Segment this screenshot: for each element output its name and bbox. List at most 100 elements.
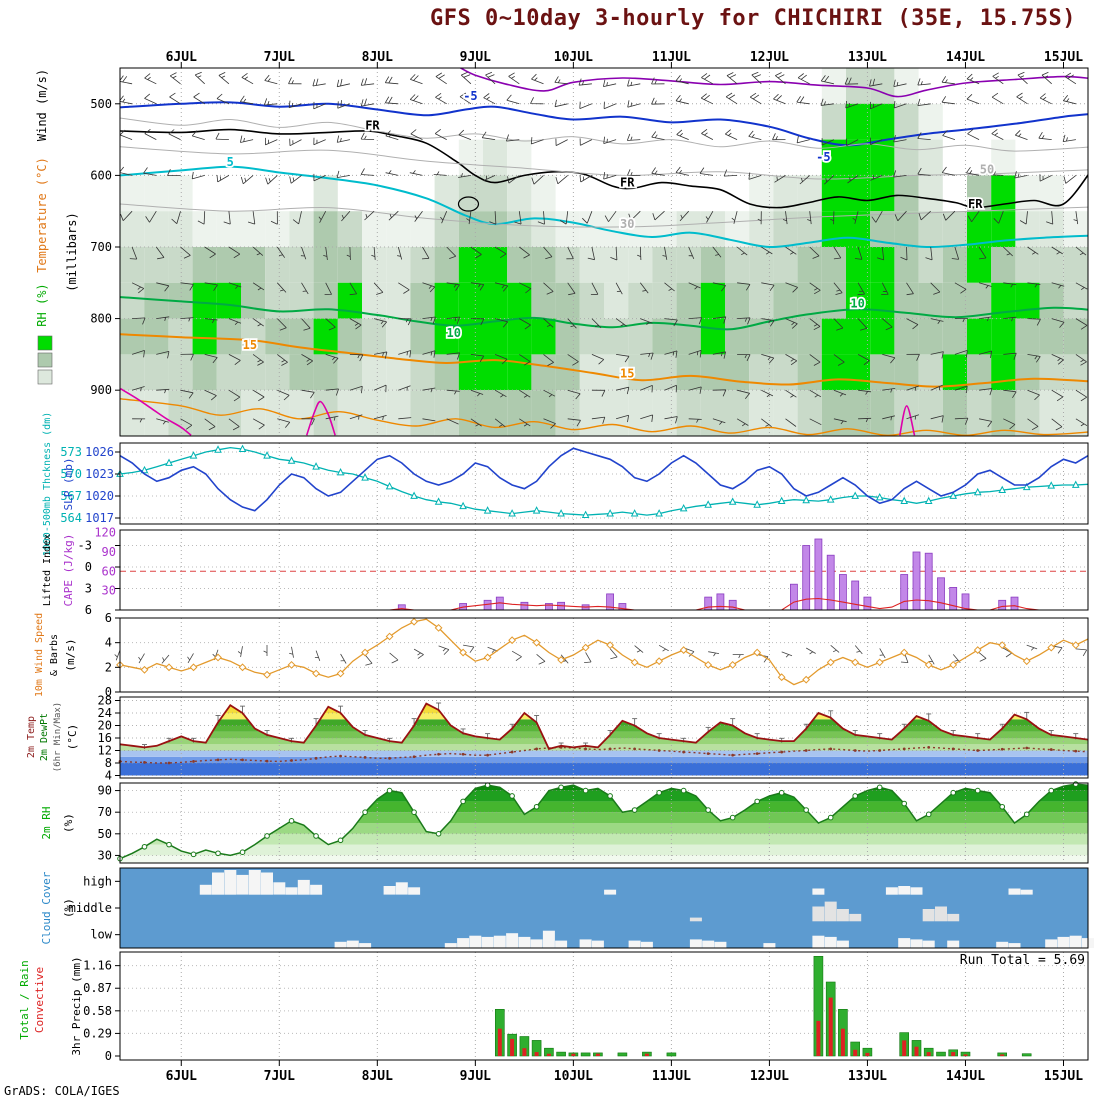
pressure-tick-label: 900 <box>90 383 112 397</box>
day-label-top: 9JUL <box>460 50 491 65</box>
wind-barb <box>458 173 471 178</box>
rh-cell <box>918 354 943 391</box>
wind-speed-marker <box>410 617 418 626</box>
wind-barb <box>725 92 738 105</box>
wind-barb <box>191 171 205 180</box>
side-label: Convective <box>33 967 46 1033</box>
contour-label: FR <box>968 197 983 211</box>
rh-cell <box>483 139 508 176</box>
cloud-row-label: high <box>83 874 112 888</box>
wind-barb <box>1027 246 1039 255</box>
wind-barb <box>385 170 399 176</box>
wind-barb <box>1027 418 1039 431</box>
wind-barb <box>785 389 797 398</box>
temp-10 <box>120 296 1088 331</box>
rh-cell <box>192 318 217 355</box>
rh-marker <box>215 850 221 857</box>
rh-cell <box>942 282 967 319</box>
wind-barb <box>114 649 121 661</box>
side-label: Total / Rain <box>18 960 31 1039</box>
temp-tick-label: 4 <box>105 769 112 783</box>
wind-barb <box>325 354 339 364</box>
rh-cell <box>918 139 943 176</box>
dewpoint-marker <box>167 761 171 765</box>
wind-barb <box>847 175 859 184</box>
wind-barb <box>288 100 302 109</box>
wind-barb <box>785 282 798 293</box>
wind-barb <box>289 138 302 147</box>
wind-barb <box>422 316 436 324</box>
wind-barb <box>774 175 786 183</box>
rh-cell <box>410 282 435 319</box>
cloud-bar-low <box>457 938 470 948</box>
thickness-marker <box>704 500 712 508</box>
rh-cell <box>434 354 459 391</box>
temp-tick-label: 12 <box>98 744 112 758</box>
wind-barb <box>857 282 865 296</box>
rh-cell <box>846 318 871 355</box>
rh-cell <box>168 211 193 247</box>
rh-marker <box>411 809 417 815</box>
wind-speed-marker <box>361 648 369 657</box>
wind-barb <box>967 129 980 140</box>
cape-bar <box>1010 596 1019 611</box>
wind-barb <box>833 246 842 260</box>
rh-cell <box>700 282 725 319</box>
rh-cell <box>870 390 895 436</box>
wind-barb <box>1014 171 1028 179</box>
wind-barb <box>1062 94 1076 105</box>
wind-barb <box>180 246 191 259</box>
wind-barb <box>809 389 822 398</box>
day-label-bottom: 14JUL <box>946 1069 985 1084</box>
wind-barb <box>845 100 859 109</box>
rh-marker <box>460 798 466 805</box>
rh-tick-label: 50 <box>98 827 112 841</box>
panel-2m-rh: 90 70 50 30 <box>98 781 1089 864</box>
thickness-tick-label: 564 <box>60 511 82 525</box>
wind-barb <box>616 354 630 363</box>
rh-cell <box>652 282 677 319</box>
magenta-spike-1 <box>305 400 336 436</box>
rh-cell <box>1063 354 1088 391</box>
panel-border <box>119 529 1089 611</box>
wind-barb <box>773 93 786 105</box>
dewpoint-marker <box>143 760 146 764</box>
cloud-bar-high <box>212 872 224 895</box>
rh-cell <box>604 318 629 355</box>
wind-barb <box>144 93 157 105</box>
cape-bar <box>826 554 835 611</box>
rh-cell <box>265 282 290 319</box>
wind-barb <box>555 138 568 146</box>
rh-cell <box>676 247 701 283</box>
rh-cell <box>337 354 362 391</box>
wind-barb <box>893 135 907 143</box>
wind-barb <box>900 246 908 261</box>
wind-tick-label: 4 <box>105 636 112 650</box>
wind-barb <box>978 282 992 289</box>
wind-barb <box>930 415 944 423</box>
day-label-top: 14JUL <box>946 50 985 65</box>
wind-barb <box>688 317 703 325</box>
rh-cell <box>1015 282 1040 319</box>
rh-marker <box>166 841 172 848</box>
wind-barb <box>325 318 336 331</box>
wind-speed-marker <box>606 641 615 650</box>
wind-barb <box>833 282 843 295</box>
cloud-bar-middle <box>922 909 935 922</box>
contour-label: 15 <box>243 338 257 352</box>
wind-barb <box>941 76 955 85</box>
wind-barb <box>360 168 375 176</box>
rh-cell <box>216 282 241 319</box>
dewpoint-marker <box>878 749 882 752</box>
rh-marker <box>803 807 809 813</box>
side-label: Temperature (°C) <box>35 157 49 273</box>
wind-barb <box>708 651 720 657</box>
rh-cell <box>434 282 459 319</box>
li-tick-label: -3 <box>78 538 92 552</box>
wind-barb <box>857 318 868 331</box>
wind-barb <box>737 317 751 325</box>
wind-speed-marker <box>655 657 664 666</box>
wind-barb <box>276 246 286 258</box>
wind-barb <box>757 211 762 225</box>
rh-cell <box>846 247 871 283</box>
